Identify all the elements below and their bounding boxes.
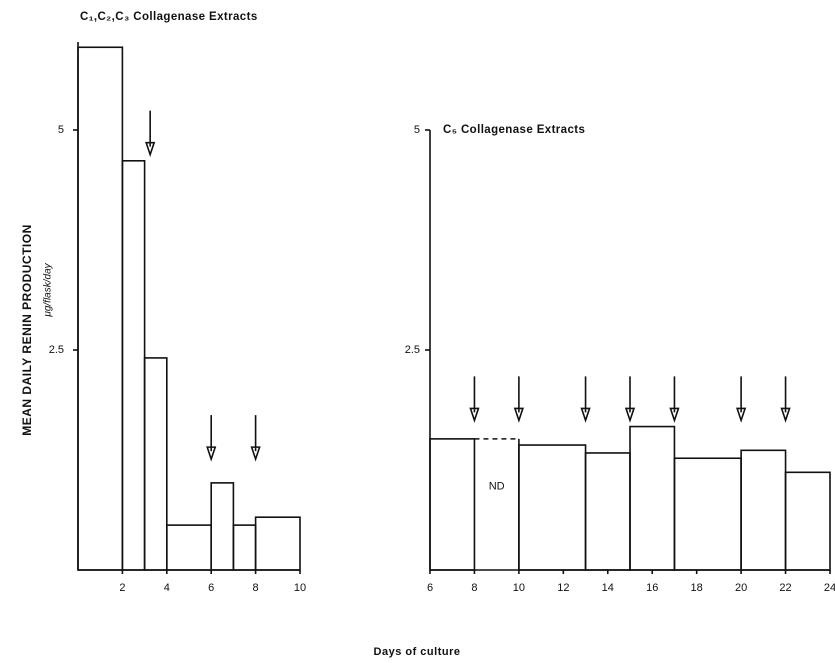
- bar: [254, 516, 301, 571]
- bar: [584, 452, 631, 571]
- y-tick-label: 5: [58, 124, 64, 136]
- bar: [740, 449, 787, 571]
- bar: [629, 425, 676, 571]
- arrow: [206, 415, 217, 462]
- panel-title: C₁,C₂,C₃ Collagenase Extracts: [80, 11, 258, 23]
- x-tick-label: 6: [208, 582, 214, 594]
- y-tick-label: 5: [414, 124, 420, 136]
- x-tick-label: 8: [471, 582, 477, 594]
- arrow: [145, 110, 156, 158]
- bar: [143, 357, 168, 571]
- bar: [518, 444, 587, 571]
- annotation: ND: [489, 480, 505, 492]
- arrow: [250, 415, 261, 462]
- x-tick-label: 4: [164, 582, 170, 594]
- bar: [121, 160, 146, 571]
- x-tick-label: 16: [646, 582, 658, 594]
- arrow: [780, 376, 791, 423]
- x-tick-label: 18: [691, 582, 703, 594]
- y-axis-unit: μg/flask/day: [43, 262, 54, 317]
- x-tick-label: 10: [513, 582, 525, 594]
- bar: [77, 46, 124, 571]
- y-axis-label: MEAN DAILY RENIN PRODUCTION: [20, 224, 34, 436]
- panel-title: C₅ Collagenase Extracts: [443, 124, 585, 136]
- arrow: [469, 376, 480, 423]
- x-tick-label: 20: [735, 582, 747, 594]
- x-tick-label: 2: [119, 582, 125, 594]
- x-tick-label: 14: [602, 582, 614, 594]
- x-tick-label: 6: [427, 582, 433, 594]
- x-tick-label: 24: [824, 582, 835, 594]
- bar: [166, 524, 213, 571]
- bar: [784, 471, 831, 571]
- x-tick-label: 12: [557, 582, 569, 594]
- bar: [210, 482, 235, 571]
- y-tick-label: 2.5: [49, 344, 64, 356]
- bar: [429, 438, 476, 571]
- x-tick-label: 10: [294, 582, 306, 594]
- bar: [673, 457, 742, 571]
- bar: [232, 524, 257, 571]
- x-axis-label: Days of culture: [374, 646, 461, 658]
- y-tick-label: 2.5: [405, 344, 420, 356]
- arrow: [736, 376, 747, 423]
- x-tick-label: 8: [253, 582, 259, 594]
- arrow: [624, 376, 636, 423]
- arrow: [513, 376, 524, 423]
- arrow: [669, 376, 680, 423]
- x-tick-label: 22: [779, 582, 791, 594]
- arrow: [580, 376, 591, 423]
